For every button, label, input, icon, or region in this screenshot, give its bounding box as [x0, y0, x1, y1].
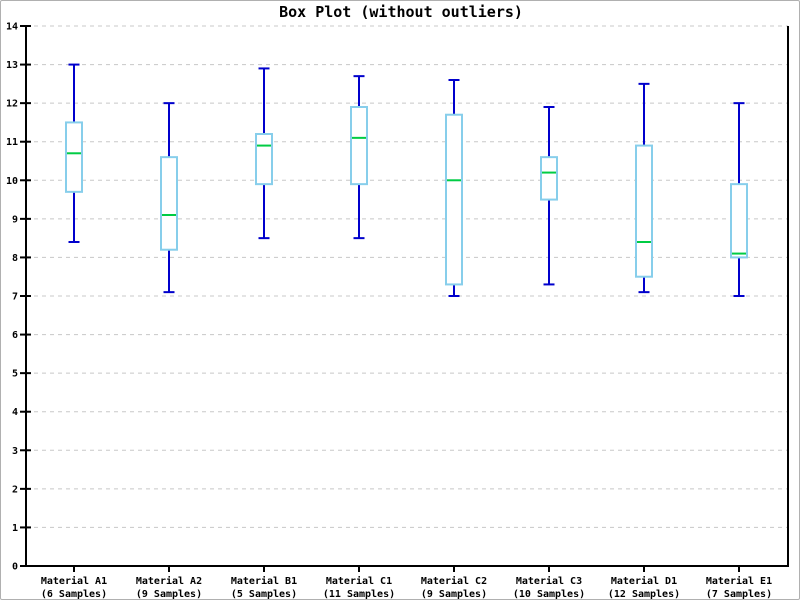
category-sublabel-material-b1: (5 Samples) — [231, 589, 297, 600]
box-material-b1 — [255, 133, 273, 186]
category-label-material-c2: Material C2 — [421, 575, 487, 587]
box-material-a1 — [65, 121, 83, 193]
gridlines — [26, 25, 788, 528]
y-tick-label-7: 7 — [12, 292, 18, 303]
category-label-material-a1: Material A1 — [41, 575, 107, 587]
y-axis-ticks — [20, 25, 31, 567]
category-sublabel-material-a2: (9 Samples) — [136, 589, 202, 600]
x-axis-ticks — [73, 566, 740, 572]
box-material-c3 — [540, 156, 558, 201]
box-material-d1 — [635, 144, 653, 278]
category-label-material-d1: Material D1 — [611, 575, 677, 587]
box-material-a2 — [160, 156, 178, 251]
y-tick-label-1: 1 — [12, 523, 18, 534]
y-tick-label-0: 0 — [12, 562, 18, 573]
y-tick-label-13: 13 — [6, 60, 18, 71]
y-tick-label-14: 14 — [6, 22, 18, 33]
y-tick-label-10: 10 — [6, 176, 18, 187]
y-tick-label-9: 9 — [12, 214, 18, 225]
category-sublabel-material-d1: (12 Samples) — [608, 589, 680, 600]
y-tick-label-5: 5 — [12, 369, 18, 380]
chart-title: Box Plot (without outliers) — [279, 3, 523, 21]
y-tick-label-2: 2 — [12, 484, 18, 495]
y-tick-label-11: 11 — [6, 137, 18, 148]
y-tick-label-12: 12 — [6, 99, 18, 110]
y-tick-label-4: 4 — [12, 407, 18, 418]
category-sublabel-material-c3: (10 Samples) — [513, 589, 585, 600]
category-label-material-a2: Material A2 — [136, 575, 202, 587]
y-tick-label-6: 6 — [12, 330, 18, 341]
y-tick-label-3: 3 — [12, 446, 18, 457]
category-label-material-c3: Material C3 — [516, 575, 582, 587]
category-sublabel-material-c2: (9 Samples) — [421, 589, 487, 600]
box-material-c1 — [350, 106, 368, 186]
category-sublabel-material-c1: (11 Samples) — [323, 589, 395, 600]
box-material-e1 — [730, 183, 748, 259]
category-label-material-c1: Material C1 — [326, 575, 392, 587]
box-glyphs — [65, 63, 748, 297]
category-sublabel-material-e1: (7 Samples) — [706, 589, 772, 600]
box-material-c2 — [445, 113, 463, 286]
category-sublabel-material-a1: (6 Samples) — [41, 589, 107, 600]
category-label-material-e1: Material E1 — [706, 575, 772, 587]
y-tick-label-8: 8 — [12, 253, 18, 264]
category-labels: Material A1 (6 Samples) Material A2 (9 Samp… — [41, 575, 772, 600]
category-label-material-b1: Material B1 — [231, 575, 297, 587]
